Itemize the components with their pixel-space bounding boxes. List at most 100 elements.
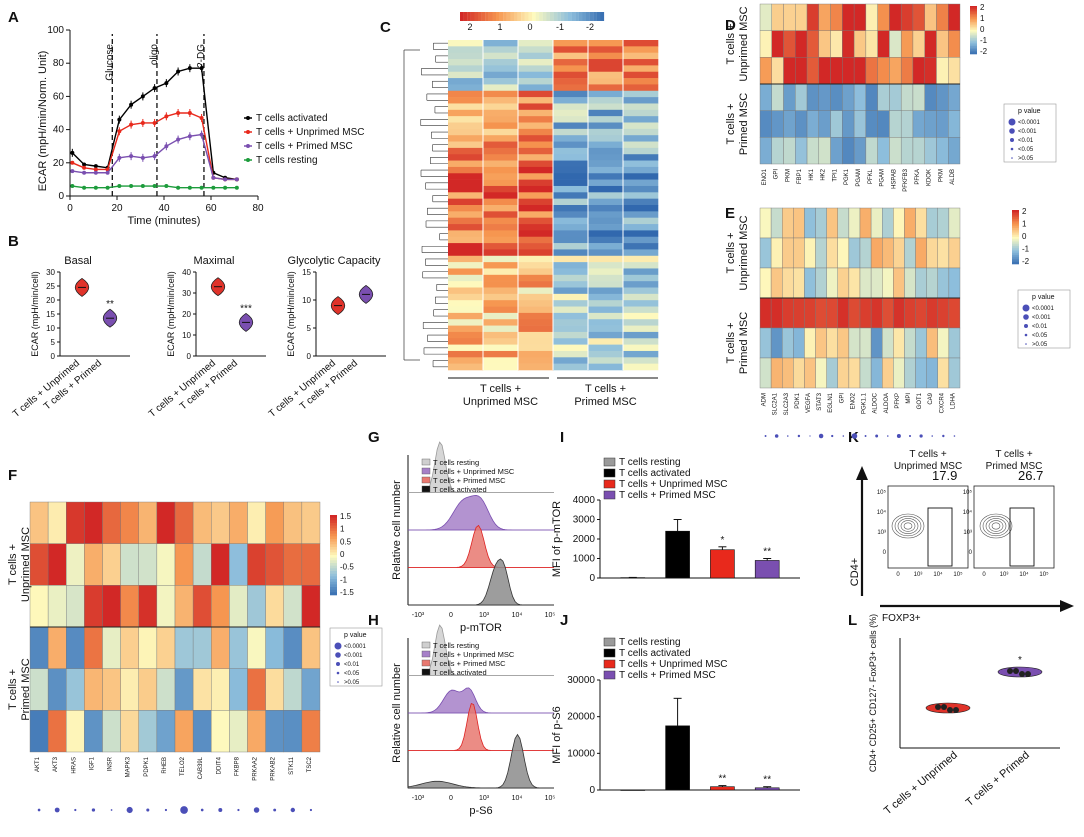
gene-label: PFKP — [895, 393, 901, 409]
heatmap-cell — [66, 626, 85, 669]
heatmap-cell — [830, 110, 843, 138]
colorbar-cell — [557, 12, 561, 21]
colorbar-tick: -0.5 — [340, 563, 354, 572]
heatmap-cell — [518, 262, 554, 269]
data-point — [164, 144, 169, 149]
pvalue-dot — [37, 808, 41, 812]
heatmap-cell — [877, 83, 890, 111]
heatmap-cell — [588, 141, 624, 149]
colorbar-cell — [330, 541, 337, 545]
heatmap-cell — [623, 173, 659, 180]
heatmap-cell — [623, 319, 659, 326]
heatmap-cell — [29, 710, 49, 753]
heatmap-cell — [156, 668, 176, 711]
heatmap-cell — [915, 267, 927, 299]
contour — [985, 518, 1007, 534]
colorbar-cell — [330, 565, 337, 569]
heatmap-cell — [623, 274, 659, 282]
heatmap-cell — [47, 626, 67, 669]
y-tick-label: 30000 — [567, 675, 595, 686]
heatmap-cell — [483, 306, 519, 314]
heatmap-cell — [877, 57, 890, 85]
pvalue-legend-title: p value — [344, 632, 367, 639]
x-tick-label: 10⁴ — [512, 612, 523, 619]
heatmap-cell — [156, 501, 176, 544]
heatmap-cell — [782, 297, 794, 329]
heatmap-cell — [623, 185, 659, 193]
heatmap-cell — [553, 59, 589, 66]
legend-marker — [246, 158, 250, 162]
gene-label: PGK1.1 — [862, 392, 868, 414]
heatmap-cell — [806, 83, 820, 111]
gene-label: IGF1 — [89, 756, 95, 770]
heatmap-cell — [588, 236, 624, 244]
heatmap-cell — [483, 211, 519, 218]
heatmap-cell — [448, 287, 484, 295]
data-point — [176, 111, 181, 115]
heatmap-cell — [793, 327, 805, 359]
colorbar-cell — [528, 12, 533, 21]
y-axis-label: ECAR (mpH/min/cell) — [166, 271, 176, 357]
heatmap-cell — [518, 306, 554, 314]
heatmap-cell — [804, 267, 816, 299]
heatmap-cell — [448, 103, 484, 111]
colorbar-cell — [330, 584, 337, 588]
y-tick-label: 20 — [46, 296, 55, 305]
pvalue-legend-label: <0.01 — [1018, 138, 1034, 144]
heatmap-cell — [518, 249, 554, 257]
heatmap-cell — [588, 103, 624, 111]
y-axis-label: MFI of p-S6 — [551, 706, 563, 763]
colorbar-tick: 0 — [1022, 232, 1027, 241]
colorbar-cell — [514, 12, 518, 21]
heatmap-cell — [120, 710, 139, 753]
pvalue-dot — [842, 435, 845, 437]
heatmap-cell — [483, 65, 519, 73]
data-point — [211, 185, 216, 190]
legend-swatch — [421, 659, 431, 667]
heatmap-cell — [588, 363, 624, 371]
x-tick-label: 10⁵ — [953, 571, 963, 578]
legend-swatch — [603, 659, 616, 669]
heatmap-cell — [623, 65, 659, 73]
heatmap-cell — [448, 300, 484, 307]
heatmap-cell — [553, 357, 589, 364]
heatmap-cell — [448, 357, 484, 364]
plot-title: T cells + Primed MSC — [986, 449, 1043, 472]
data-point — [70, 184, 75, 189]
heatmap-cell — [483, 122, 519, 130]
heatmap-cell — [900, 3, 914, 31]
heatmap-cell — [948, 267, 961, 299]
heatmap-cell — [483, 217, 519, 225]
heatmap-cell — [84, 585, 103, 628]
heatmap-cell — [912, 137, 925, 165]
colorbar-cell — [1012, 242, 1019, 245]
heatmap-cell — [448, 59, 484, 66]
heatmap-cell — [937, 207, 950, 239]
gene-label: PDPK1 — [144, 756, 150, 776]
heatmap-cell — [120, 543, 139, 586]
heatmap-cell — [588, 173, 624, 180]
heatmap-cell — [795, 137, 808, 165]
heatmap-cell — [815, 327, 827, 359]
heatmap-cell — [211, 668, 230, 711]
heatmap-cell — [483, 357, 519, 364]
colorbar-cell — [1012, 233, 1019, 236]
colorbar-cell — [970, 25, 977, 28]
y-tick-label: 10⁵ — [877, 489, 887, 496]
histogram-curve — [408, 441, 554, 493]
x-axis-label: Time (minutes) — [128, 215, 201, 227]
heatmap-cell — [623, 306, 659, 314]
heatmap-cell — [518, 255, 554, 263]
heatmap-cell — [483, 344, 519, 352]
heatmap-cell — [102, 501, 121, 544]
heatmap-cell — [859, 327, 872, 359]
heatmap-cell — [806, 3, 820, 31]
panel-letter-I: I — [560, 429, 564, 446]
x-tick-label: 10⁵ — [1039, 571, 1049, 578]
heatmap-cell — [553, 281, 589, 288]
heatmap-cell — [815, 237, 827, 269]
heatmap-cell — [211, 626, 230, 669]
heatmap-cell — [924, 110, 937, 138]
heatmap-cell — [483, 185, 519, 193]
heatmap-cell — [483, 78, 519, 85]
